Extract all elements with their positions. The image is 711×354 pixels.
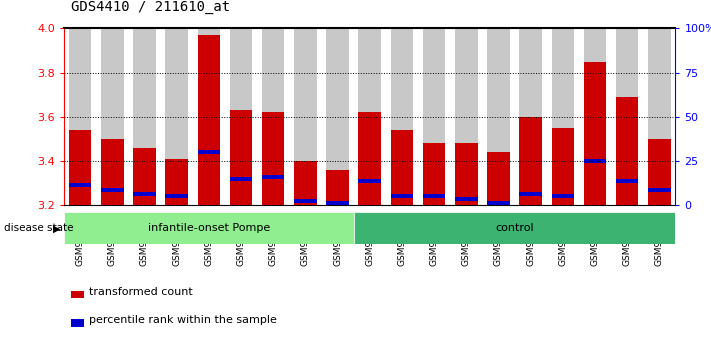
Bar	[69, 130, 91, 205]
Bar	[166, 194, 188, 199]
Bar	[262, 28, 284, 205]
Text: transformed count: transformed count	[89, 287, 193, 297]
Bar	[616, 97, 638, 205]
Bar	[487, 152, 510, 205]
Bar	[519, 28, 542, 205]
Text: disease state: disease state	[4, 223, 73, 233]
Bar	[101, 188, 124, 192]
Bar	[198, 35, 220, 205]
Bar	[69, 28, 91, 205]
Bar	[294, 28, 316, 205]
Bar	[326, 201, 349, 205]
Bar	[390, 28, 413, 205]
Bar	[198, 150, 220, 154]
Bar	[455, 143, 478, 205]
Bar	[326, 170, 349, 205]
Bar	[390, 194, 413, 199]
Bar	[519, 117, 542, 205]
Bar	[198, 28, 220, 205]
Bar	[648, 139, 670, 205]
Bar	[64, 212, 353, 244]
Bar	[487, 28, 510, 205]
Bar	[487, 201, 510, 205]
Bar	[584, 159, 606, 163]
Bar	[133, 192, 156, 196]
Bar	[423, 194, 445, 199]
Bar	[552, 128, 574, 205]
Bar	[230, 28, 252, 205]
Bar	[584, 28, 606, 205]
Bar	[552, 28, 574, 205]
Bar	[358, 28, 381, 205]
Bar	[230, 110, 252, 205]
Text: GDS4410 / 211610_at: GDS4410 / 211610_at	[71, 0, 230, 14]
Bar	[552, 194, 574, 199]
Bar	[358, 179, 381, 183]
Bar	[262, 175, 284, 178]
Bar	[230, 177, 252, 181]
Bar	[648, 28, 670, 205]
Bar	[101, 139, 124, 205]
Bar	[262, 113, 284, 205]
Bar	[326, 28, 349, 205]
Bar	[133, 28, 156, 205]
Bar	[616, 179, 638, 183]
Text: percentile rank within the sample: percentile rank within the sample	[89, 315, 277, 325]
Bar	[166, 159, 188, 205]
Bar	[423, 28, 445, 205]
Bar	[455, 28, 478, 205]
Bar	[423, 143, 445, 205]
Bar	[648, 188, 670, 192]
Bar	[133, 148, 156, 205]
Bar	[616, 28, 638, 205]
Bar	[294, 161, 316, 205]
Text: infantile-onset Pompe: infantile-onset Pompe	[148, 223, 270, 233]
Bar	[519, 192, 542, 196]
Text: ▶: ▶	[53, 223, 60, 233]
Bar	[166, 28, 188, 205]
Bar	[455, 197, 478, 201]
Bar	[294, 199, 316, 203]
Bar	[584, 62, 606, 205]
Text: control: control	[496, 223, 534, 233]
Bar	[69, 183, 91, 187]
Bar	[358, 113, 381, 205]
Bar	[101, 28, 124, 205]
Bar	[353, 212, 675, 244]
Bar	[390, 130, 413, 205]
